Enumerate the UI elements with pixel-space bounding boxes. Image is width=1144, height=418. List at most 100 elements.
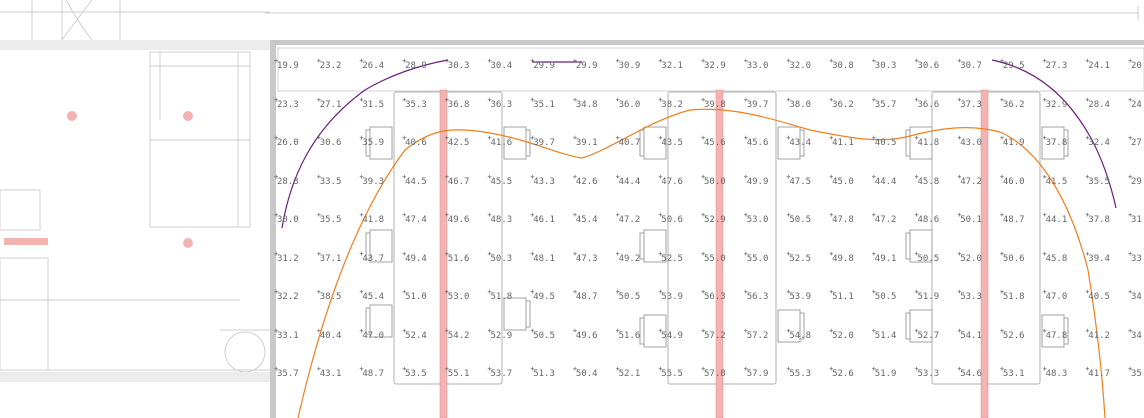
lux-value: 51.4 <box>872 327 897 341</box>
top-wall <box>270 40 1144 45</box>
lux-value: 57.2 <box>744 327 769 341</box>
lux-value: 45.6 <box>701 134 726 148</box>
lux-value: 31.2 <box>274 250 299 264</box>
lux-value: 31.6 <box>1128 211 1144 225</box>
lux-value: 36.0 <box>616 96 641 110</box>
lux-value: 36.2 <box>829 96 854 110</box>
lux-value: 35.5 <box>1085 173 1110 187</box>
dimension-line <box>265 6 1139 20</box>
lux-value: 29.5 <box>1000 57 1025 71</box>
left-wall <box>270 40 276 418</box>
lux-value: 52.5 <box>658 250 683 264</box>
lux-value: 35.7 <box>274 365 299 379</box>
lux-value: 51.6 <box>616 327 641 341</box>
lux-value: 54.9 <box>658 327 683 341</box>
lux-value: 33.0 <box>744 57 769 71</box>
lux-value: 47.5 <box>786 173 811 187</box>
lux-value: 24.1 <box>1085 57 1110 71</box>
lux-value: 51.8 <box>1000 288 1025 302</box>
lux-value: 26.4 <box>359 57 384 71</box>
lux-value: 32.0 <box>786 57 811 71</box>
lux-value: 28.4 <box>1085 96 1110 110</box>
lux-value: 33.1 <box>1128 250 1144 264</box>
lux-value: 47.2 <box>872 211 897 225</box>
lux-value: 40.4 <box>317 327 342 341</box>
lux-value: 47.3 <box>573 250 598 264</box>
lux-value: 53.0 <box>445 288 470 302</box>
lux-value: 43.0 <box>957 134 982 148</box>
lux-value: 48.3 <box>1043 365 1068 379</box>
lux-value: 53.3 <box>957 288 982 302</box>
lux-value: 52.9 <box>701 211 726 225</box>
lux-value: 49.6 <box>573 327 598 341</box>
lux-value: 50.5 <box>915 250 940 264</box>
lux-value: 35.3 <box>402 96 427 110</box>
lux-value: 44.5 <box>402 173 427 187</box>
downlight-1 <box>67 111 77 121</box>
lux-value: 26.0 <box>274 134 299 148</box>
lux-value: 41.8 <box>915 134 940 148</box>
lux-value: 54.6 <box>957 365 982 379</box>
lux-value: 30.3 <box>445 57 470 71</box>
lux-value: 46.0 <box>1000 173 1025 187</box>
lux-value: 52.7 <box>915 327 940 341</box>
lux-value: 48.7 <box>573 288 598 302</box>
lux-value: 53.9 <box>658 288 683 302</box>
lux-value: 30.6 <box>317 134 342 148</box>
lux-value: 30.9 <box>616 57 641 71</box>
lux-value: 35.1 <box>530 96 555 110</box>
door-swing-arc <box>61 0 93 41</box>
lux-value: 44.1 <box>1043 211 1068 225</box>
lux-value: 20.6 <box>1128 57 1144 71</box>
isoline-orange <box>297 108 1106 418</box>
lux-value: 45.4 <box>359 288 384 302</box>
lux-value: 47.2 <box>957 173 982 187</box>
lux-value: 49.5 <box>530 288 555 302</box>
lux-value: 48.7 <box>359 365 384 379</box>
lux-value: 32.9 <box>701 57 726 71</box>
lux-value: 54.1 <box>957 327 982 341</box>
lux-value: 35.5 <box>317 211 342 225</box>
door-swing-arc-2 <box>65 0 93 41</box>
lux-value: 50.5 <box>530 327 555 341</box>
lux-value: 34.8 <box>573 96 598 110</box>
lux-value: 38.5 <box>317 288 342 302</box>
lux-value: 45.8 <box>1043 250 1068 264</box>
lux-value: 35.9 <box>359 134 384 148</box>
lux-value: 28.9 <box>402 57 427 71</box>
lux-value: 27.1 <box>317 96 342 110</box>
lux-value: 55.0 <box>744 250 769 264</box>
lux-value: 50.6 <box>658 211 683 225</box>
lux-value: 30.4 <box>488 57 513 71</box>
lux-value: 33.5 <box>317 173 342 187</box>
lux-value: 30.0 <box>274 211 299 225</box>
lux-value: 49.6 <box>445 211 470 225</box>
lux-value: 44.4 <box>872 173 897 187</box>
lux-value: 45.0 <box>829 173 854 187</box>
lux-value: 52.4 <box>402 327 427 341</box>
lux-value: 37.1 <box>317 250 342 264</box>
lux-value: 53.1 <box>1000 365 1025 379</box>
lux-value: 37.3 <box>957 96 982 110</box>
lux-value: 42.6 <box>573 173 598 187</box>
desk-group-1 <box>393 91 503 385</box>
lux-value: 48.1 <box>530 250 555 264</box>
lux-value: 39.7 <box>530 134 555 148</box>
lux-value: 54.2 <box>445 327 470 341</box>
lux-value: 43.3 <box>530 173 555 187</box>
lux-value: 50.4 <box>573 365 598 379</box>
lux-value: 32.9 <box>1043 96 1068 110</box>
left-top-wall <box>0 40 270 50</box>
lux-value: 47.8 <box>1043 327 1068 341</box>
lux-value: 49.2 <box>616 250 641 264</box>
lux-value: 39.8 <box>701 96 726 110</box>
lux-value: 35.7 <box>872 96 897 110</box>
lux-value: 43.7 <box>359 250 384 264</box>
lux-value: 53.9 <box>786 288 811 302</box>
lux-value: 50.5 <box>872 288 897 302</box>
lux-value: 55.1 <box>445 365 470 379</box>
lux-value: 40.5 <box>872 134 897 148</box>
lux-value: 36.6 <box>915 96 940 110</box>
lux-value: 24.2 <box>1128 96 1144 110</box>
lux-value: 52.0 <box>957 250 982 264</box>
